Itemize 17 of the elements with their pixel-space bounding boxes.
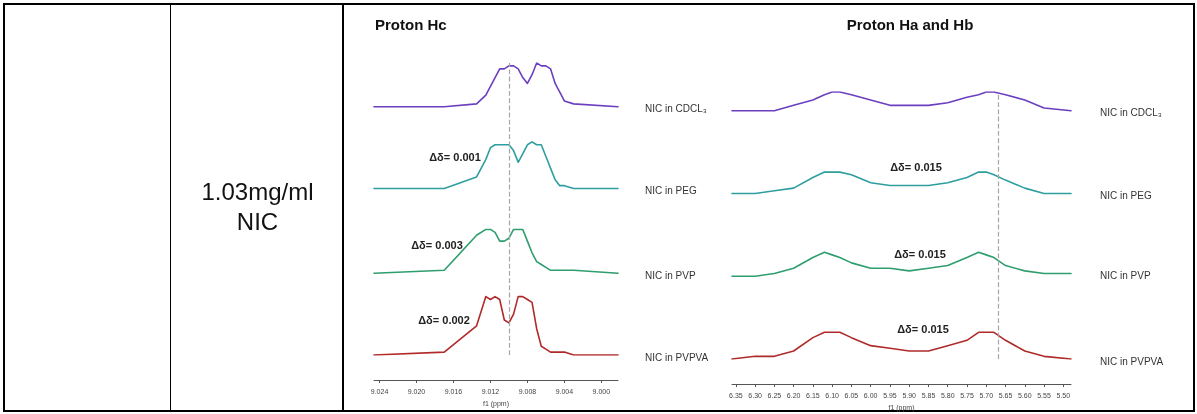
annotation: Δδ= 0.003: [411, 239, 463, 251]
text: NIC in CDCL₃: [645, 103, 707, 115]
text: NIC in PVP: [645, 269, 696, 281]
chart-title: Proton Ha and Hb: [846, 16, 974, 33]
text: NIC in PEG: [645, 185, 697, 197]
text: NIC in PVPVA: [1100, 355, 1164, 367]
annotation: Δδ= 0.002: [418, 314, 470, 326]
text: NIC in PVPVA: [645, 351, 709, 363]
annotation: Δδ= 0.015: [894, 248, 946, 260]
annotation: Δδ= 0.015: [897, 323, 949, 335]
text: NIC in PVP: [1100, 270, 1151, 282]
annotation: Δδ= 0.001: [429, 151, 481, 163]
text: 1.03mg/ml NIC: [200, 176, 315, 237]
text: NIC in CDCL₃: [1100, 107, 1162, 119]
chart-title: Proton Hc: [375, 16, 447, 33]
annotation: Δδ= 0.015: [890, 161, 942, 173]
text: NIC in PEG: [1100, 189, 1152, 201]
